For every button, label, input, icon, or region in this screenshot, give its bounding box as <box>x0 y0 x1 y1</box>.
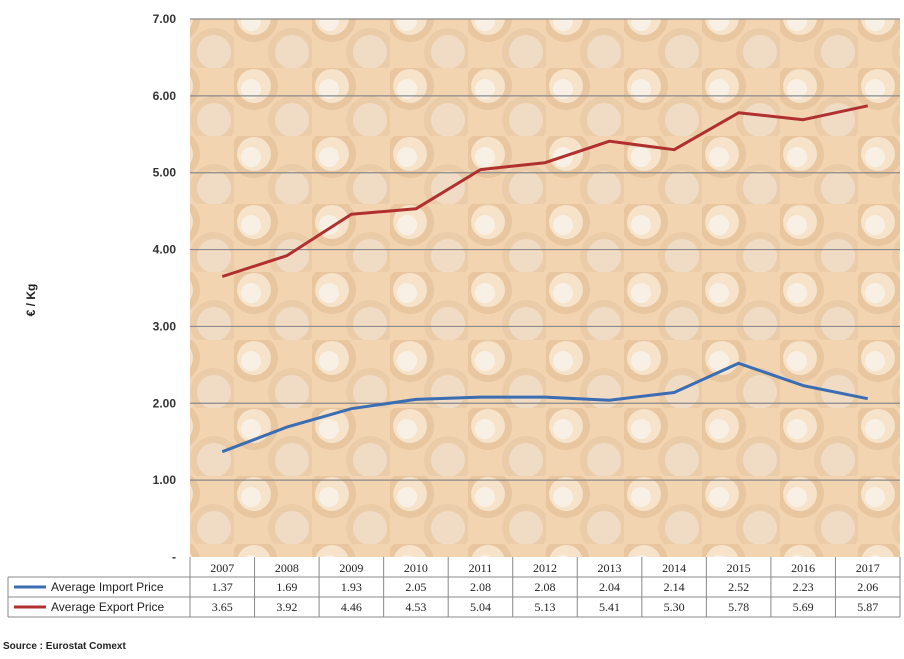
data-label: 5.41 <box>599 600 620 614</box>
y-axis-ticks: - 1.00 2.00 3.00 4.00 5.00 6.00 7.00 <box>153 12 177 564</box>
x-tick-label: 2010 <box>404 561 428 575</box>
data-label: 5.78 <box>728 600 749 614</box>
data-label: 2.08 <box>535 580 556 594</box>
data-label: 2.08 <box>470 580 491 594</box>
data-label: 5.13 <box>535 600 556 614</box>
data-label: 3.92 <box>276 600 297 614</box>
x-tick-label: 2009 <box>339 561 363 575</box>
data-label: 2.04 <box>599 580 620 594</box>
data-label: 5.87 <box>857 600 878 614</box>
x-tick-label: 2017 <box>856 561 880 575</box>
legend-entry: Average Import Price <box>51 580 164 594</box>
y-tick-label: 2.00 <box>153 396 177 410</box>
data-label: 2.06 <box>857 580 878 594</box>
data-label: 2.14 <box>664 580 685 594</box>
source-note: Source : Eurostat Comext <box>3 641 126 652</box>
data-label: 2.52 <box>728 580 749 594</box>
legend-entry: Average Export Price <box>51 600 164 614</box>
x-tick-label: 2014 <box>662 561 686 575</box>
data-label: 1.69 <box>276 580 297 594</box>
y-axis-label: € / Kg <box>24 284 38 317</box>
y-tick-label: 3.00 <box>153 319 177 333</box>
data-label: 1.37 <box>212 580 233 594</box>
x-tick-label: 2011 <box>469 561 493 575</box>
data-label: 5.69 <box>793 600 814 614</box>
x-tick-label: 2016 <box>791 561 815 575</box>
data-label: 2.23 <box>793 580 814 594</box>
gridlines <box>190 18 900 481</box>
data-label: 5.30 <box>664 600 685 614</box>
data-label: 5.04 <box>470 600 491 614</box>
data-table: 2007 2008 2009 2010 2011 2012 2013 2014 2015 2016… <box>7 557 901 618</box>
data-label: 4.46 <box>341 600 362 614</box>
data-label: 1.93 <box>341 580 362 594</box>
x-tick-label: 2012 <box>533 561 557 575</box>
x-tick-label: 2013 <box>598 561 622 575</box>
series-line-1 <box>221 361 868 454</box>
y-tick-label: 4.00 <box>153 243 177 257</box>
y-tick-label: 7.00 <box>153 12 177 26</box>
plot-area <box>190 19 900 557</box>
y-tick-label: - <box>172 550 176 564</box>
x-tick-label: 2007 <box>210 561 234 575</box>
series-lines <box>221 104 869 454</box>
data-label: 4.53 <box>405 600 426 614</box>
data-label: 3.65 <box>212 600 233 614</box>
y-tick-label: 1.00 <box>153 473 177 487</box>
y-tick-label: 6.00 <box>153 89 177 103</box>
data-label: 2.05 <box>405 580 426 594</box>
x-tick-label: 2008 <box>275 561 299 575</box>
plot-wash <box>190 19 900 557</box>
y-tick-label: 5.00 <box>153 166 177 180</box>
series-line-2 <box>221 104 869 278</box>
honeycomb-background <box>190 19 900 557</box>
x-tick-label: 2015 <box>727 561 751 575</box>
